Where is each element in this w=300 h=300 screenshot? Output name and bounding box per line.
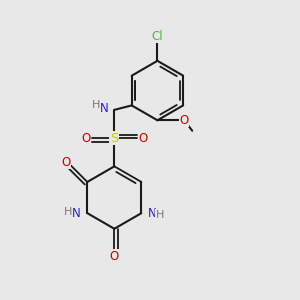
Text: H: H	[64, 207, 72, 217]
Text: H: H	[92, 100, 100, 110]
Text: N: N	[147, 207, 156, 220]
Text: O: O	[139, 132, 148, 145]
Text: N: N	[100, 102, 108, 115]
Text: Cl: Cl	[152, 30, 163, 43]
Text: H: H	[156, 210, 164, 220]
Text: O: O	[81, 132, 90, 145]
Text: O: O	[110, 250, 119, 262]
Text: O: O	[61, 155, 70, 169]
Text: N: N	[72, 207, 80, 220]
Text: S: S	[110, 132, 118, 145]
Text: O: O	[180, 114, 189, 127]
